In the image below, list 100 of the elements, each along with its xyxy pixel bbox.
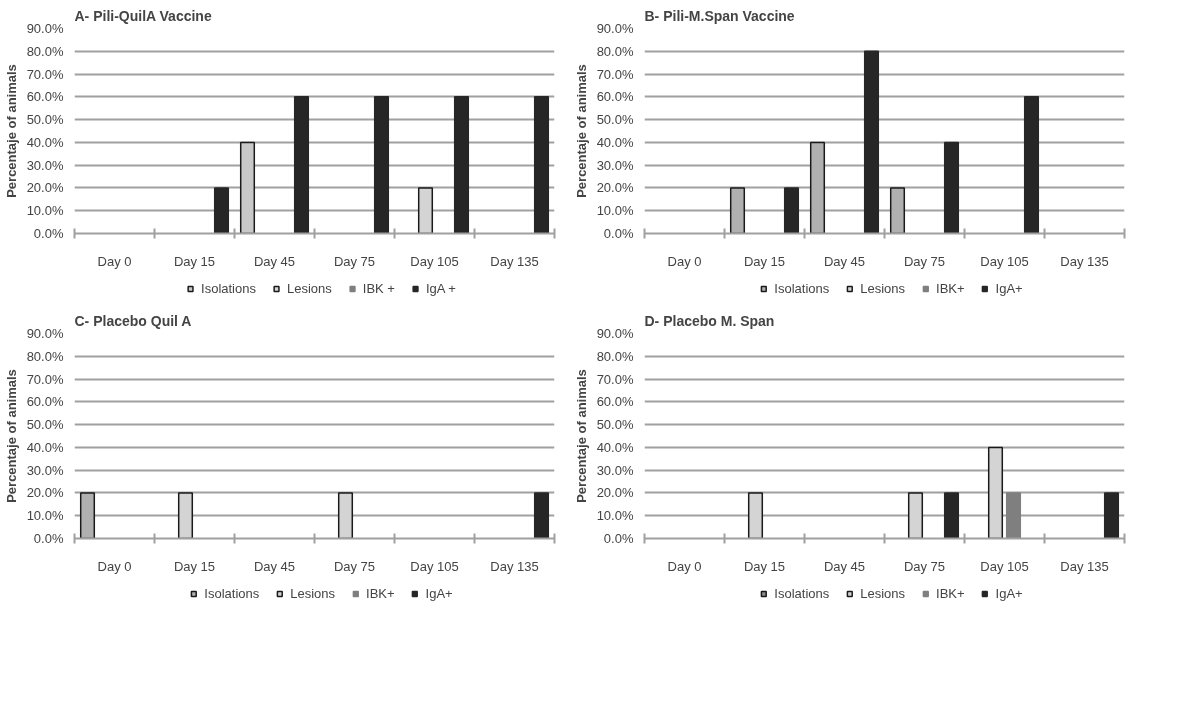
x-tick-label: Day 45 — [253, 253, 296, 269]
bar — [213, 187, 230, 234]
x-tick-label: Day 0 — [97, 558, 132, 574]
x-tick-label: Day 105 — [980, 253, 1029, 269]
x-tick-label: Day 0 — [97, 253, 132, 269]
bar — [943, 141, 960, 234]
y-tick-label: 60.0% — [596, 89, 634, 105]
y-tick-label: 30.0% — [596, 462, 634, 478]
y-axis-title: Percentaje of animals — [3, 369, 19, 503]
x-tick-label: Day 45 — [253, 558, 296, 574]
bar — [729, 187, 746, 234]
y-tick-label: 40.0% — [26, 439, 64, 455]
legend-label: Isolations — [201, 280, 256, 296]
bar — [417, 187, 434, 234]
x-tick-label: Day 75 — [333, 558, 376, 574]
y-tick-label: 90.0% — [596, 326, 634, 341]
chart-title: B- Pili-M.Span Vaccine — [644, 7, 795, 24]
y-tick-label: 20.0% — [596, 180, 634, 196]
x-tick-label: Day 135 — [490, 558, 539, 574]
y-tick-label: 30.0% — [596, 157, 634, 173]
y-tick-label: 20.0% — [26, 485, 64, 501]
x-tick-label: Day 105 — [980, 558, 1029, 574]
x-tick-label: Day 75 — [903, 558, 946, 574]
y-tick-label: 60.0% — [596, 394, 634, 410]
legend-label: Isolations — [204, 585, 260, 601]
legend-label: IgA+ — [995, 585, 1023, 601]
y-tick-label: 10.0% — [596, 508, 634, 524]
y-tick-label: 30.0% — [26, 157, 64, 173]
chart-title: C- Placebo Quil A — [74, 312, 192, 329]
x-tick-label: Day 45 — [823, 253, 866, 269]
x-tick-label: Day 15 — [173, 253, 216, 269]
legend-label: IgA+ — [995, 280, 1023, 296]
bar — [373, 96, 390, 234]
bar — [239, 141, 256, 234]
bar — [293, 96, 310, 234]
y-tick-label: 50.0% — [26, 112, 64, 128]
y-tick-label: 70.0% — [596, 371, 634, 387]
y-tick-label: 30.0% — [26, 462, 64, 478]
y-tick-label: 90.0% — [26, 326, 64, 341]
y-tick-label: 90.0% — [596, 21, 634, 36]
legend-label: IBK+ — [366, 585, 395, 601]
y-tick-label: 60.0% — [26, 394, 64, 410]
y-tick-label: 60.0% — [26, 89, 64, 105]
y-axis-title: Percentaje of animals — [573, 64, 589, 198]
y-tick-label: 40.0% — [26, 134, 64, 150]
x-tick-label: Day 135 — [490, 253, 539, 269]
y-axis-title: Percentaje of animals — [3, 64, 19, 198]
y-tick-label: 70.0% — [26, 371, 64, 387]
y-tick-label: 80.0% — [26, 43, 64, 59]
y-tick-label: 80.0% — [26, 348, 64, 364]
y-tick-label: 80.0% — [596, 43, 634, 59]
bar — [889, 187, 906, 234]
legend-label: IgA + — [425, 280, 456, 296]
y-tick-label: 50.0% — [26, 417, 64, 433]
legend-label: IBK+ — [936, 585, 965, 601]
x-tick-label: Day 15 — [173, 558, 216, 574]
x-tick-label: Day 105 — [410, 253, 459, 269]
chart-title: D- Placebo M. Span — [644, 312, 775, 329]
y-tick-label: 40.0% — [596, 134, 634, 150]
y-tick-label: 0.0% — [33, 226, 64, 241]
x-tick-label: Day 0 — [667, 558, 702, 574]
x-tick-label: Day 0 — [667, 253, 702, 269]
y-tick-label: 50.0% — [596, 112, 634, 128]
bar — [783, 187, 800, 234]
legend-label: Lesions — [290, 585, 336, 601]
legend-label: Isolations — [774, 280, 830, 296]
bar — [1023, 96, 1040, 234]
legend-label: IgA+ — [425, 585, 453, 601]
y-tick-label: 70.0% — [26, 66, 64, 82]
legend-label: IBK+ — [936, 280, 965, 296]
legend-label: IBK + — [362, 280, 395, 296]
y-tick-label: 50.0% — [596, 417, 634, 433]
bar — [863, 50, 880, 234]
x-tick-label: Day 135 — [1060, 558, 1109, 574]
x-tick-label: Day 15 — [743, 253, 786, 269]
x-tick-label: Day 135 — [1060, 253, 1109, 269]
y-tick-label: 70.0% — [596, 66, 634, 82]
legend-label: Lesions — [286, 280, 332, 296]
y-tick-label: 10.0% — [596, 203, 634, 219]
y-tick-label: 80.0% — [596, 348, 634, 364]
x-tick-label: Day 75 — [903, 253, 946, 269]
x-tick-label: Day 15 — [743, 558, 786, 574]
legend-label: Lesions — [860, 585, 906, 601]
x-tick-label: Day 45 — [823, 558, 866, 574]
legend-label: Isolations — [774, 585, 830, 601]
chart-title: A- Pili-QuilA Vaccine — [74, 7, 212, 24]
legend-label: Lesions — [860, 280, 906, 296]
y-tick-label: 20.0% — [596, 485, 634, 501]
y-axis-title: Percentaje of animals — [573, 369, 589, 503]
bar — [533, 96, 550, 234]
y-tick-label: 10.0% — [26, 203, 64, 219]
y-tick-label: 10.0% — [26, 508, 64, 524]
y-tick-label: 0.0% — [603, 226, 634, 241]
y-tick-label: 40.0% — [596, 439, 634, 455]
bar — [453, 96, 470, 234]
x-tick-label: Day 105 — [410, 558, 459, 574]
x-tick-label: Day 75 — [333, 253, 376, 269]
y-tick-label: 0.0% — [603, 531, 634, 546]
bar — [809, 141, 826, 234]
y-tick-label: 90.0% — [26, 21, 64, 36]
